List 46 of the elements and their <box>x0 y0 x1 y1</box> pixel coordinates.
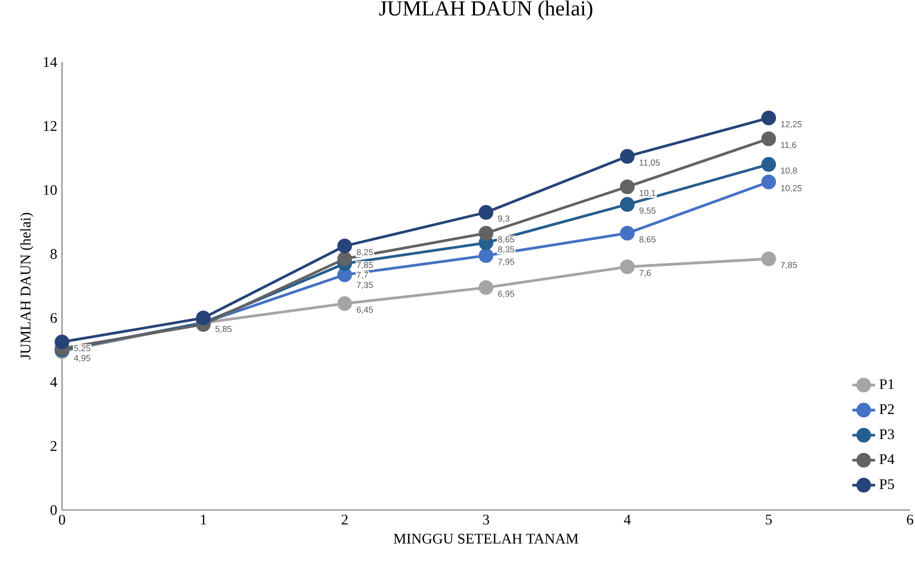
y-tick-label: 2 <box>50 441 56 451</box>
legend-label: P5 <box>880 479 894 490</box>
data-label: 8,65 <box>498 236 514 244</box>
legend-label: P3 <box>880 429 894 440</box>
y-tick-label: 0 <box>50 505 57 515</box>
data-label: 5,25 <box>74 345 90 352</box>
data-label: 7,85 <box>780 262 797 270</box>
y-tick-label: 12 <box>44 121 56 131</box>
data-label: 9,55 <box>639 207 656 215</box>
data-label: 11,6 <box>781 142 796 150</box>
data-label: 7,85 <box>356 262 373 270</box>
legend-label: P1 <box>880 379 894 389</box>
data-label: 10,8 <box>781 167 797 175</box>
x-axis-title: MINGGU SETELAH TANAM <box>394 534 578 544</box>
data-label: 8,35 <box>498 246 514 254</box>
x-tick-label: 3 <box>483 514 490 525</box>
y-tick-label: 14 <box>44 57 58 67</box>
chart-title: JUMLAH DAUN (helai) <box>379 0 592 20</box>
x-tick-label: 4 <box>624 514 631 524</box>
data-label: 8,65 <box>639 236 656 244</box>
data-label: 6,95 <box>498 290 514 298</box>
data-label: 8,25 <box>356 249 373 256</box>
y-tick-label: 4 <box>50 377 58 387</box>
data-label: 7,6 <box>640 270 651 278</box>
x-tick-label: 2 <box>342 514 348 524</box>
legend-label: P4 <box>880 454 894 464</box>
data-label: 7,95 <box>498 258 514 266</box>
data-label: 10,25 <box>781 185 802 192</box>
data-label: 9,3 <box>498 215 510 223</box>
x-tick-label: 1 <box>200 514 206 524</box>
y-tick-label: 10 <box>44 185 57 195</box>
y-tick-label: 8 <box>50 249 57 259</box>
x-tick-label: 5 <box>766 514 772 524</box>
data-label: 4,95 <box>74 355 90 362</box>
x-tick-label: 0 <box>58 514 66 525</box>
data-label: 5,85 <box>215 326 232 334</box>
data-label: 10,1 <box>640 190 656 198</box>
data-label: 11,05 <box>640 159 660 167</box>
data-label: 7,35 <box>356 282 373 290</box>
y-tick-label: 6 <box>50 313 57 323</box>
data-label: 7,7 <box>356 272 368 279</box>
data-label: 6,45 <box>356 306 373 314</box>
legend-label: P2 <box>880 404 894 414</box>
data-label: 12,25 <box>781 121 802 128</box>
x-tick-label: 6 <box>906 514 914 525</box>
y-axis-title: JUMLAH DAUN (helai) <box>20 212 34 360</box>
